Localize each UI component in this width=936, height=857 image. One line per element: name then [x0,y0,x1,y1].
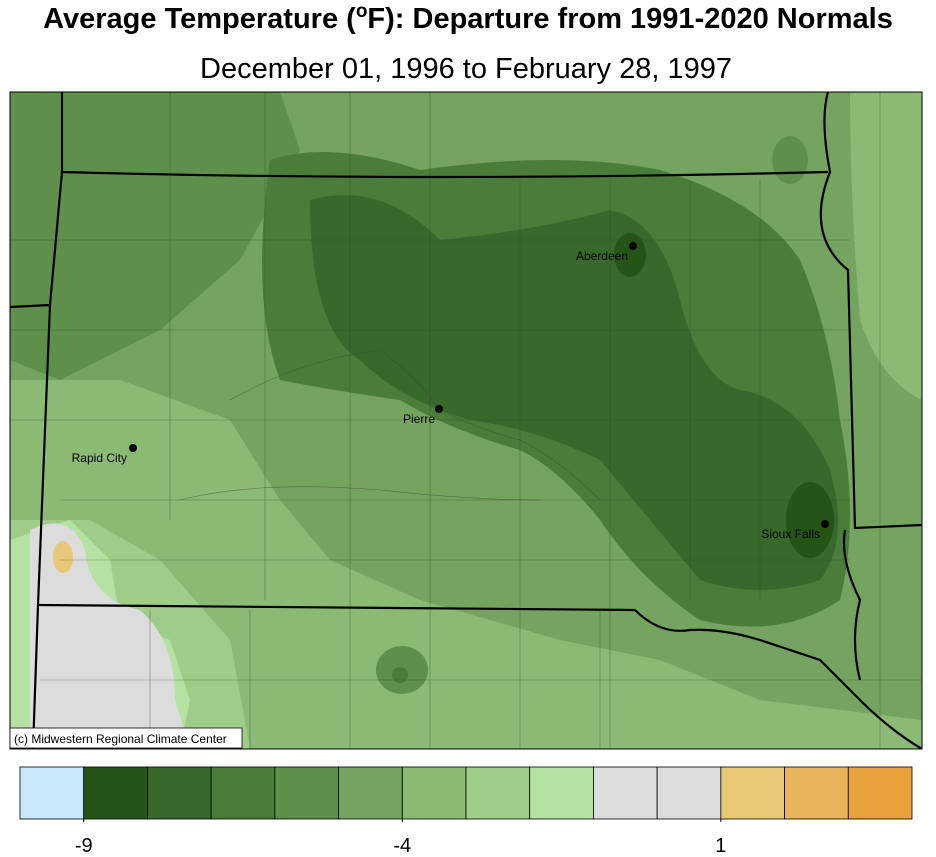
credit: (c) Midwestern Regional Climate Center [14,732,227,746]
legend-swatch [401,766,467,820]
title-sup: o [356,1,368,22]
city-label: Aberdeen [576,249,628,263]
legend-swatch [210,766,276,820]
credit-box [9,727,243,749]
title-text: F): Departure from 1991-2020 Normals [367,3,892,35]
legend-swatch [147,766,212,820]
legend-swatch [83,766,148,820]
city-dot [629,242,637,250]
city-dot [821,520,829,528]
legend-tick-label: 1 [715,835,726,857]
legend-swatch [529,766,594,820]
legend-swatch [784,766,849,820]
legend-tick-label: -4 [393,835,411,857]
city-label: Rapid City [72,451,127,465]
legend-tick-label: -9 [75,835,93,857]
legend-swatch [593,766,658,820]
map: Aberdeen Pierre Rapid City Sioux Falls (… [9,91,923,750]
city-label: Sioux Falls [761,527,820,541]
legend-swatch [847,766,913,820]
city-label: Pierre [403,412,435,426]
title: Average Temperature (oF): Departure from… [43,1,893,35]
city-dot [435,405,443,413]
legend-swatch [19,766,85,820]
legend-swatch [656,766,722,820]
legend-swatch [274,766,339,820]
legend-swatch [720,766,785,820]
subtitle: December 01, 1996 to February 28, 1997 [200,53,732,85]
legend-swatch [465,766,531,820]
title-text: Average Temperature ( [43,3,356,35]
legend-swatch [338,766,403,820]
legend: -9 -4 1 [19,766,913,857]
city-dot [129,444,137,452]
